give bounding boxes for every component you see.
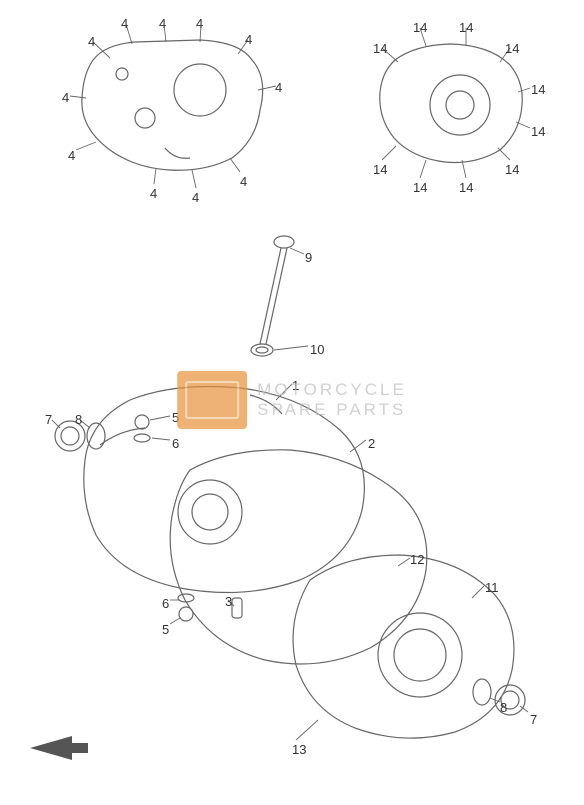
direction-arrow <box>30 736 90 760</box>
callout-number: 4 <box>275 80 282 95</box>
callout-number: 14 <box>531 124 545 139</box>
callout-number: 6 <box>162 596 169 611</box>
callout-number: 7 <box>530 712 537 727</box>
callout-number: 14 <box>505 41 519 56</box>
callout-number: 4 <box>245 32 252 47</box>
callout-number: 14 <box>531 82 545 97</box>
callout-number: 14 <box>373 41 387 56</box>
callout-number: 11 <box>485 580 499 595</box>
part-oring <box>251 344 308 356</box>
callout-number: 4 <box>88 34 95 49</box>
callout-number: 3 <box>225 594 232 609</box>
callout-number: 14 <box>413 20 427 35</box>
callout-number: 4 <box>150 186 157 201</box>
part-top-left-cover <box>70 24 276 188</box>
callout-number: 8 <box>75 412 82 427</box>
callout-number: 4 <box>121 16 128 31</box>
callout-number: 4 <box>159 16 166 31</box>
callout-number: 13 <box>292 742 306 757</box>
callout-number: 5 <box>162 622 169 637</box>
callout-number: 4 <box>192 190 199 205</box>
callout-number: 8 <box>500 700 507 715</box>
callout-number: 4 <box>62 90 69 105</box>
watermark-line2: SPARE PARTS <box>257 400 407 420</box>
callout-number: 14 <box>459 180 473 195</box>
watermark-badge <box>177 371 247 429</box>
callout-number: 9 <box>305 250 312 265</box>
watermark-line1: MOTORCYCLE <box>257 380 407 400</box>
part-dipstick <box>260 236 304 344</box>
callout-number: 2 <box>368 436 375 451</box>
callout-number: 7 <box>45 412 52 427</box>
callout-number: 10 <box>310 342 324 357</box>
callout-number: 4 <box>240 174 247 189</box>
callout-number: 14 <box>413 180 427 195</box>
callout-number: 14 <box>459 20 473 35</box>
callout-number: 14 <box>373 162 387 177</box>
part-gasket <box>170 450 427 664</box>
part-bolt-upper <box>134 415 170 442</box>
callout-number: 4 <box>196 16 203 31</box>
callout-number: 4 <box>68 148 75 163</box>
part-side-cover <box>293 555 514 740</box>
arrow-polygon <box>30 736 88 760</box>
callout-number: 6 <box>172 436 179 451</box>
watermark: MOTORCYCLE SPARE PARTS <box>177 371 407 429</box>
callout-number: 14 <box>505 162 519 177</box>
callout-number: 12 <box>410 552 424 567</box>
watermark-text: MOTORCYCLE SPARE PARTS <box>257 380 407 420</box>
parts-diagram: 4 4 4 4 4 4 4 4 4 4 4 14 14 14 14 14 14 14 14 14 14 9 10 12 7 8 5 6… <box>0 0 584 800</box>
